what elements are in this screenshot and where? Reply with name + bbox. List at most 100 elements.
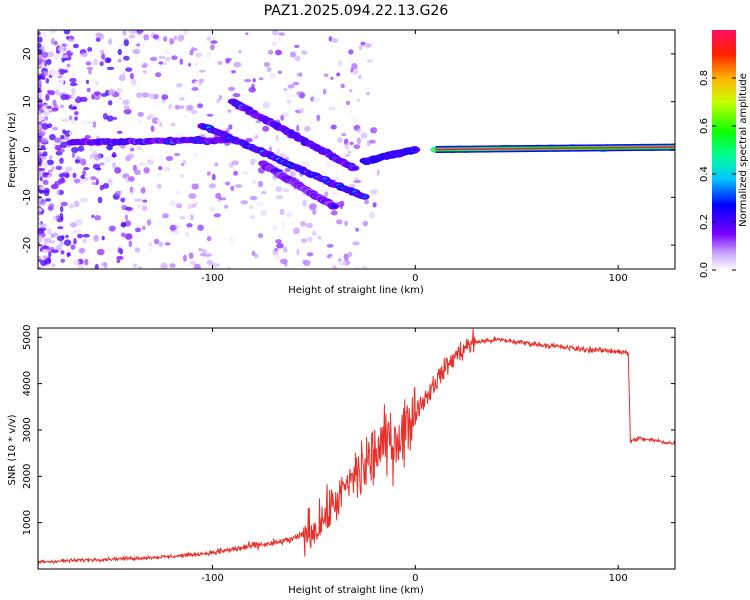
noise-speckle [65,234,69,239]
noise-speckle [48,170,52,176]
noise-speckle [38,74,43,80]
noise-speckle [46,105,52,110]
noise-speckle [40,265,45,269]
noise-speckle [38,110,42,115]
noise-speckle [55,215,61,220]
noise-speckle [340,83,346,89]
noise-speckle [266,66,272,73]
noise-speckle [272,225,277,230]
noise-speckle [248,87,256,93]
noise-speckle [125,206,133,211]
noise-speckle [189,214,194,221]
noise-speckle [92,58,99,66]
noise-speckle [170,122,176,127]
noise-speckle [41,123,49,130]
noise-speckle [120,196,126,203]
noise-speckle [49,134,56,141]
noise-speckle [50,183,59,190]
noise-speckle [60,206,64,213]
noise-speckle [163,222,168,228]
noise-speckle [88,69,92,75]
noise-speckle [209,206,215,212]
noise-speckle [233,170,239,176]
noise-speckle [136,191,143,195]
noise-speckle [38,36,43,43]
noise-speckle [370,127,378,134]
noise-speckle [257,233,264,239]
noise-speckle [213,263,218,269]
noise-speckle [152,34,160,40]
noise-speckle [346,60,352,66]
colorbar-label: Normalized spectral amplitude [738,73,749,227]
noise-speckle [301,160,310,167]
noise-speckle [104,156,112,163]
noise-speckle [314,80,322,84]
noise-speckle [95,81,99,85]
noise-speckle [132,263,138,268]
noise-speckle [127,153,135,159]
noise-speckle [194,80,200,87]
noise-speckle [143,167,150,174]
noise-speckle [92,163,101,170]
noise-speckle [74,159,81,164]
noise-speckle [124,233,133,240]
noise-speckle [125,67,133,72]
noise-speckle [50,38,55,45]
noise-speckle [55,165,63,171]
colorbar-gradient [712,30,736,270]
noise-speckle [60,250,65,255]
noise-speckle [159,154,163,161]
noise-speckle [77,233,83,239]
noise-speckle [87,47,93,52]
snr-series-line [38,328,675,566]
noise-speckle [68,203,74,209]
noise-speckle [78,263,85,269]
noise-speckle [96,248,105,256]
noise-speckle [57,132,61,137]
noise-speckle [38,102,41,105]
noise-speckle [358,45,363,51]
noise-speckle [330,76,334,80]
noise-speckle [228,86,236,91]
strong-ridge-core [435,146,675,151]
noise-speckle [368,139,376,144]
noise-speckle [246,164,255,171]
noise-speckle [190,260,196,266]
noise-speckle [142,62,148,68]
noise-speckle [348,136,352,142]
noise-speckle [287,84,295,89]
noise-speckle [232,93,241,98]
noise-speckle [60,134,65,140]
noise-speckle [38,116,44,121]
noise-speckle [146,219,152,226]
noise-speckle [55,144,62,151]
noise-speckle [326,244,334,248]
ridge-point [412,148,419,152]
noise-speckle [51,107,59,112]
noise-speckle [91,214,95,218]
noise-speckle [332,265,337,269]
snr-panel: -100 0 100 1000 2000 3000 4000 5000 Height of s… [7,325,676,596]
noise-speckle [142,199,148,203]
noise-speckle [38,199,47,206]
noise-speckle [128,34,136,39]
noise-speckle [38,141,41,149]
noise-speckle [175,224,181,229]
noise-speckle [208,32,217,39]
noise-speckle [43,112,50,116]
noise-speckle [48,90,56,96]
x-tick-label: 100 [609,273,628,284]
noise-speckle [197,224,204,231]
noise-speckle [48,203,54,210]
noise-speckle [52,99,57,107]
noise-speckle [134,247,141,253]
noise-speckle [351,96,359,100]
noise-speckle [209,183,216,189]
y-tick-label: 4000 [22,371,33,396]
noise-speckle [112,116,117,121]
noise-speckle [141,225,146,231]
noise-speckle [169,200,178,207]
noise-speckle [175,190,182,196]
noise-speckle [153,101,162,106]
